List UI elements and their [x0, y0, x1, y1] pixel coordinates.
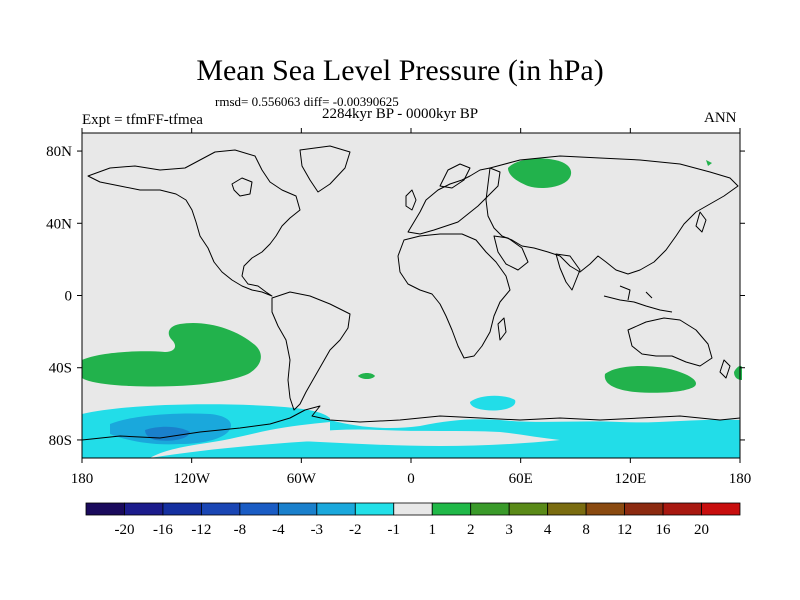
siberia-anomaly	[508, 158, 572, 188]
atlantic-small-anomaly	[358, 373, 375, 379]
colorbar-swatch	[162, 502, 202, 516]
colorbar-label: -2	[349, 522, 362, 538]
coastline-britain	[405, 189, 417, 211]
colorbar-swatch	[277, 502, 318, 516]
colorbar-label: -16	[153, 522, 173, 538]
coastline-hudson-bay	[231, 177, 253, 197]
lon-label: 0	[407, 471, 415, 487]
colorbar-label: 4	[544, 522, 552, 538]
colorbar-label: -4	[272, 522, 285, 538]
lon-label: 120E	[614, 471, 646, 487]
colorbar-label: 20	[694, 522, 709, 538]
latitude-axis: 80N 40N 0 40S 80S	[46, 144, 745, 449]
coastline-north-america	[87, 149, 301, 297]
map-background	[82, 133, 740, 458]
arctic-small-anomaly	[706, 160, 712, 166]
map-title: Mean Sea Level Pressure (in hPa)	[196, 54, 604, 87]
colorbar-swatch	[585, 502, 625, 516]
antarctic-neutral	[430, 435, 470, 445]
colorbar-label: 16	[656, 522, 672, 538]
coastline-scandinavia	[439, 163, 471, 189]
colorbar-swatch	[393, 502, 433, 516]
coastline-greenland	[299, 145, 351, 193]
south-indian-anomaly	[604, 366, 696, 393]
lat-label: 80S	[49, 433, 72, 449]
stats-text: rmsd= 0.556063 diff= -0.00390625	[215, 94, 399, 109]
colorbar-swatch	[239, 502, 279, 516]
antarctic-neutral	[260, 429, 560, 446]
colorbar-swatch	[201, 502, 241, 516]
lon-label: 60E	[509, 471, 533, 487]
season-label: ANN	[704, 110, 737, 126]
colorbar-swatch	[547, 502, 587, 516]
coastline-arabia	[493, 235, 529, 271]
coastline-madagascar	[497, 317, 507, 341]
colorbar-swatch	[470, 502, 510, 516]
colorbar-label: 12	[617, 522, 632, 538]
ross-sea-core	[145, 426, 190, 441]
colorbar-label: 3	[505, 522, 513, 538]
coastline-australia	[627, 317, 713, 367]
coastline-indonesia	[603, 285, 673, 313]
lon-label: 60W	[287, 471, 317, 487]
lat-label: 80N	[46, 144, 72, 160]
south-atlantic-anomaly	[470, 395, 516, 411]
lat-label: 0	[65, 289, 73, 305]
coastline-india	[555, 253, 581, 291]
colorbar-label: 8	[582, 522, 590, 538]
south-pacific-anomaly	[82, 322, 261, 387]
colorbar-label: -12	[191, 522, 211, 538]
colorbar-swatch	[624, 502, 664, 516]
coastline-antarctica	[81, 405, 741, 441]
colorbar-swatch	[662, 502, 702, 516]
lat-label: 40N	[46, 216, 72, 232]
colorbar-swatch	[701, 502, 741, 516]
colorbar-swatch	[85, 502, 125, 516]
coastline-new-zealand	[719, 359, 731, 379]
colorbar-label: 1	[428, 522, 436, 538]
colorbar-swatch	[508, 502, 549, 516]
coastline-japan	[695, 211, 707, 233]
colorbar-swatch	[316, 502, 356, 516]
lon-label: 180	[71, 471, 94, 487]
colorbar-label: -8	[234, 522, 247, 538]
colorbar: -20 -16 -12 -8 -4 -3 -2 -1 1 2 3 4 8 12 16 20	[85, 502, 741, 538]
coastline-africa	[397, 233, 511, 359]
colorbar-label: -20	[114, 522, 134, 538]
colorbar-swatch	[354, 502, 395, 516]
coastline-south-america	[271, 291, 351, 411]
colorbar-swatch	[431, 502, 472, 516]
coastline-europe	[407, 167, 501, 235]
coastlines	[81, 145, 741, 441]
longitude-axis: 180 120W 60W 0 60E 120E 180	[71, 128, 752, 487]
lon-label: 120W	[173, 471, 211, 487]
lon-label: 180	[729, 471, 752, 487]
lat-label: 40S	[49, 361, 72, 377]
experiment-label: Expt = tfmFF-tfmea	[82, 112, 203, 128]
period-label: 2284kyr BP - 0000kyr BP	[322, 106, 479, 122]
colorbar-label: -3	[311, 522, 324, 538]
colorbar-label: -1	[388, 522, 401, 538]
colorbar-swatch	[124, 502, 164, 516]
colorbar-label: 2	[467, 522, 475, 538]
